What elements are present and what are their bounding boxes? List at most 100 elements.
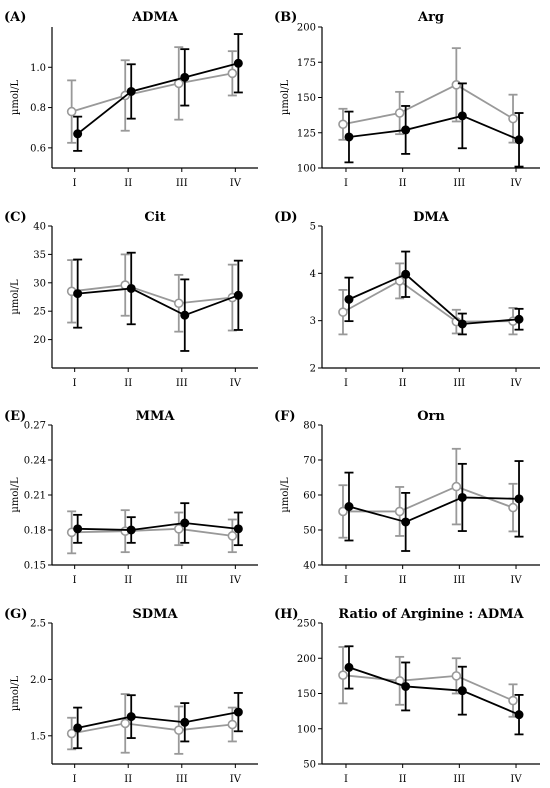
data-point-filled	[73, 129, 83, 139]
x-tick-label: III	[453, 575, 465, 586]
x-tick-label: II	[399, 178, 407, 189]
data-point-open	[173, 725, 184, 735]
data-point-open	[508, 113, 518, 124]
x-tick-label: I	[73, 378, 77, 389]
series-line	[342, 279, 514, 323]
x-tick-label: II	[124, 378, 132, 389]
x-tick-label: IV	[230, 774, 242, 785]
y-tick-label: 50	[303, 526, 316, 537]
data-point-open	[227, 531, 238, 541]
panel-label: (D)	[274, 210, 298, 225]
data-point-filled	[233, 524, 243, 534]
y-tick-label: 150	[297, 93, 316, 104]
data-point-filled	[233, 707, 243, 717]
panel-label: (C)	[4, 210, 27, 225]
series-line	[348, 496, 520, 523]
series-filled	[73, 692, 243, 750]
x-tick-label: III	[176, 575, 188, 586]
panel-label: (B)	[274, 10, 297, 25]
chart-title: SDMA	[132, 607, 178, 622]
data-point-filled	[73, 524, 83, 534]
x-tick-label: I	[344, 178, 348, 189]
y-tick-label: 1.5	[30, 731, 46, 742]
x-tick-label: IV	[510, 575, 522, 586]
x-tick-label: II	[399, 378, 407, 389]
y-tick-label: 60	[303, 491, 316, 502]
chart-title: Ratio of Arginine : ADMA	[338, 607, 524, 622]
y-tick-label: 0.27	[24, 421, 46, 432]
y-tick-label: 80	[303, 421, 316, 432]
y-tick-label: 125	[297, 128, 316, 139]
series-line	[71, 527, 233, 537]
series-line	[71, 722, 233, 735]
y-tick-label: 0.8	[30, 103, 46, 114]
x-tick-label: III	[176, 378, 188, 389]
data-point-filled	[401, 517, 411, 527]
y-tick-label: 0.6	[30, 143, 46, 154]
y-tick-label: 250	[297, 619, 316, 630]
series-open	[66, 46, 238, 144]
data-point-open	[66, 106, 77, 117]
data-point-filled	[233, 290, 243, 300]
data-point-open	[451, 481, 462, 492]
x-tick-label: IV	[510, 774, 522, 785]
x-tick-label: I	[344, 575, 348, 586]
y-tick-label: 200	[297, 23, 316, 34]
data-point-filled	[344, 662, 354, 672]
panel-label: (G)	[4, 607, 27, 622]
y-axis-label: µmol/L	[280, 477, 291, 513]
series-filled	[344, 460, 524, 552]
data-point-filled	[457, 111, 467, 121]
series-filled	[73, 251, 243, 352]
x-tick-label: IV	[230, 178, 242, 189]
y-axis-label: µmol/L	[10, 80, 21, 116]
data-point-open	[338, 506, 348, 517]
data-point-open	[338, 670, 348, 680]
data-point-open	[173, 524, 184, 534]
data-point-open	[394, 108, 405, 118]
y-tick-label: 25	[33, 307, 46, 318]
series-line	[71, 72, 233, 113]
series-filled	[73, 33, 243, 152]
data-point-filled	[344, 132, 354, 142]
data-point-filled	[126, 525, 136, 535]
series-open	[66, 509, 238, 555]
x-tick-label: III	[453, 378, 465, 389]
y-tick-label: 40	[33, 222, 46, 233]
x-tick-label: IV	[510, 178, 522, 189]
y-tick-label: 100	[297, 724, 316, 735]
data-point-filled	[401, 269, 411, 279]
y-tick-label: 70	[303, 456, 316, 467]
data-point-filled	[180, 310, 190, 320]
series-filled	[344, 250, 524, 336]
series-line	[348, 666, 520, 716]
y-tick-label: 200	[297, 654, 316, 665]
y-tick-label: 150	[297, 689, 316, 700]
series-open	[338, 47, 518, 144]
x-tick-label: II	[399, 575, 407, 586]
x-tick-label: I	[73, 178, 77, 189]
series-line	[77, 711, 239, 729]
chart-title: MMA	[136, 409, 176, 424]
data-point-filled	[457, 686, 467, 696]
data-point-open	[173, 298, 184, 309]
chart-title: Orn	[417, 409, 445, 424]
y-axis-label: µmol/L	[10, 676, 21, 712]
series-filled	[344, 645, 524, 736]
data-point-filled	[180, 72, 190, 82]
series-line	[348, 114, 520, 141]
data-point-open	[451, 671, 462, 681]
y-axis-label: µmol/L	[10, 279, 21, 315]
x-tick-label: IV	[510, 378, 522, 389]
series-line	[71, 284, 233, 305]
data-point-filled	[401, 125, 411, 135]
series-open	[338, 447, 518, 539]
data-point-filled	[180, 518, 190, 528]
x-tick-label: III	[176, 774, 188, 785]
series-line	[77, 287, 239, 317]
y-tick-label: 50	[303, 760, 316, 771]
